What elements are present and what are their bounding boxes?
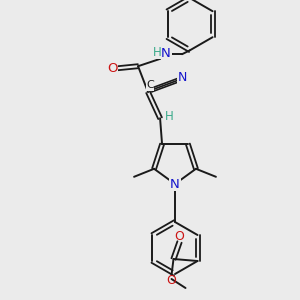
Text: O: O bbox=[175, 230, 184, 244]
Text: N: N bbox=[161, 47, 171, 60]
Text: N: N bbox=[170, 178, 180, 190]
Text: H: H bbox=[165, 110, 173, 123]
Text: N: N bbox=[177, 71, 187, 84]
Text: H: H bbox=[153, 46, 161, 59]
Text: O: O bbox=[107, 62, 117, 75]
Text: C: C bbox=[146, 80, 154, 90]
Text: O: O bbox=[167, 274, 176, 286]
